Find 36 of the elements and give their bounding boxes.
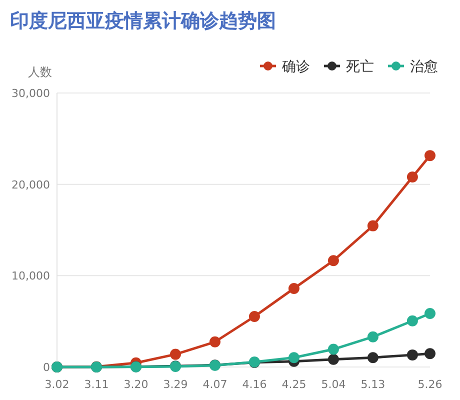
x-tick-label: 3.20 [124, 378, 148, 391]
y-tick-label: 20,000 [12, 178, 50, 192]
x-tick-label: 5.26 [418, 378, 442, 391]
point [248, 310, 260, 322]
legend-label: 确诊 [281, 59, 310, 75]
point [406, 315, 418, 326]
point [406, 172, 418, 183]
y-axis-title: 人数 [28, 65, 52, 79]
y-tick-label: 30,000 [12, 87, 50, 100]
point [424, 348, 436, 360]
point [424, 308, 436, 319]
x-tick-label: 3.02 [44, 378, 70, 391]
point [424, 150, 436, 162]
point [288, 352, 300, 364]
x-tick-label: 4.16 [242, 378, 267, 391]
point [328, 255, 339, 266]
legend-label: 死亡 [346, 59, 374, 75]
x-tick-label: 3.29 [163, 378, 188, 391]
x-tick-label: 4.07 [202, 378, 228, 391]
point [209, 336, 220, 348]
point [367, 220, 378, 232]
x-tick-label: 4.25 [282, 378, 306, 391]
point [288, 282, 300, 294]
point [328, 354, 339, 365]
y-tick-label: 10,000 [12, 270, 50, 283]
x-tick-label: 5.04 [321, 378, 346, 391]
x-tick-label: 5.13 [360, 378, 386, 391]
point [367, 352, 378, 364]
point [328, 344, 339, 355]
legend-label: 治愈 [410, 59, 438, 75]
chart-title: 印度尼西亚疫情累计确诊趋势图 [10, 10, 276, 32]
x-tick-label: 3.11 [84, 378, 109, 391]
y-tick-label: 0 [43, 361, 50, 374]
point [170, 348, 181, 360]
point [367, 331, 378, 342]
point [406, 349, 418, 360]
